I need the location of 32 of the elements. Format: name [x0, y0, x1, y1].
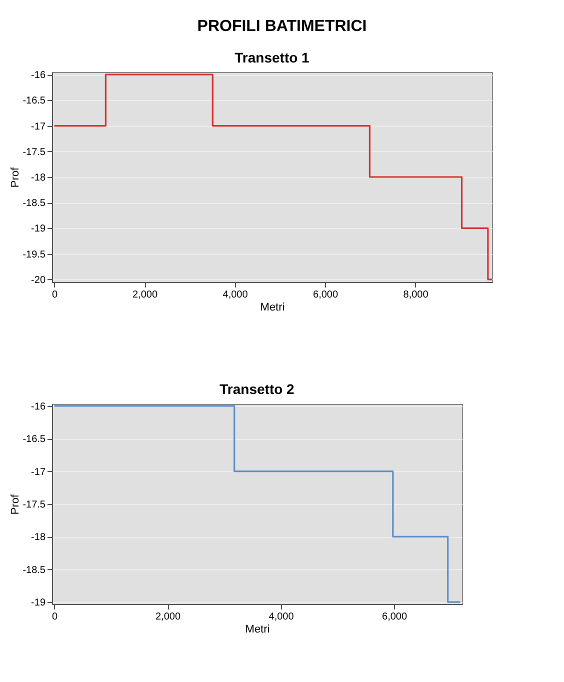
x-tick-label: 0 — [52, 290, 58, 300]
y-axis-title: Prof — [10, 493, 22, 515]
y-tick-label: -16.5 — [22, 434, 46, 446]
y-tick-label: -16.5 — [22, 96, 46, 107]
y-tick-label: -16 — [31, 401, 46, 412]
y-tick-label: -19.5 — [22, 249, 46, 260]
x-axis-title: Metri — [245, 624, 270, 636]
y-tick-label: -18.5 — [22, 198, 46, 210]
x-tick-label: 8,000 — [403, 290, 429, 300]
chart-title: Transetto 1 — [234, 50, 310, 66]
x-tick-label: 2,000 — [156, 612, 181, 622]
text: PROFILI BATIMETRICI — [196, 18, 368, 36]
x-tick-label: 4,000 — [222, 290, 248, 300]
chart-title: Transetto 2 — [220, 380, 295, 397]
y-tick-label: -19 — [31, 598, 46, 609]
x-axis-title: Metri — [260, 302, 285, 314]
x-tick-label: 2,000 — [132, 290, 158, 300]
y-tick-label: -17.5 — [22, 146, 46, 158]
x-tick-label: 0 — [52, 612, 58, 622]
x-tick-label: 6,000 — [313, 290, 338, 300]
x-tick-label: 6,000 — [382, 612, 408, 622]
y-tick-label: -18.5 — [22, 564, 46, 576]
y-tick-label: -17.5 — [22, 500, 46, 510]
y-tick-label: -20 — [31, 274, 46, 286]
x-tick-label: 4,000 — [268, 612, 294, 622]
y-axis-title: Prof — [10, 166, 22, 188]
y-tick-label: -18 — [31, 172, 46, 184]
y-tick-label: -16 — [31, 70, 46, 82]
y-tick-label: -17 — [31, 466, 46, 478]
y-tick-label: -17 — [31, 121, 46, 132]
y-tick-label: -19 — [31, 224, 46, 235]
y-tick-label: -18 — [31, 532, 46, 544]
